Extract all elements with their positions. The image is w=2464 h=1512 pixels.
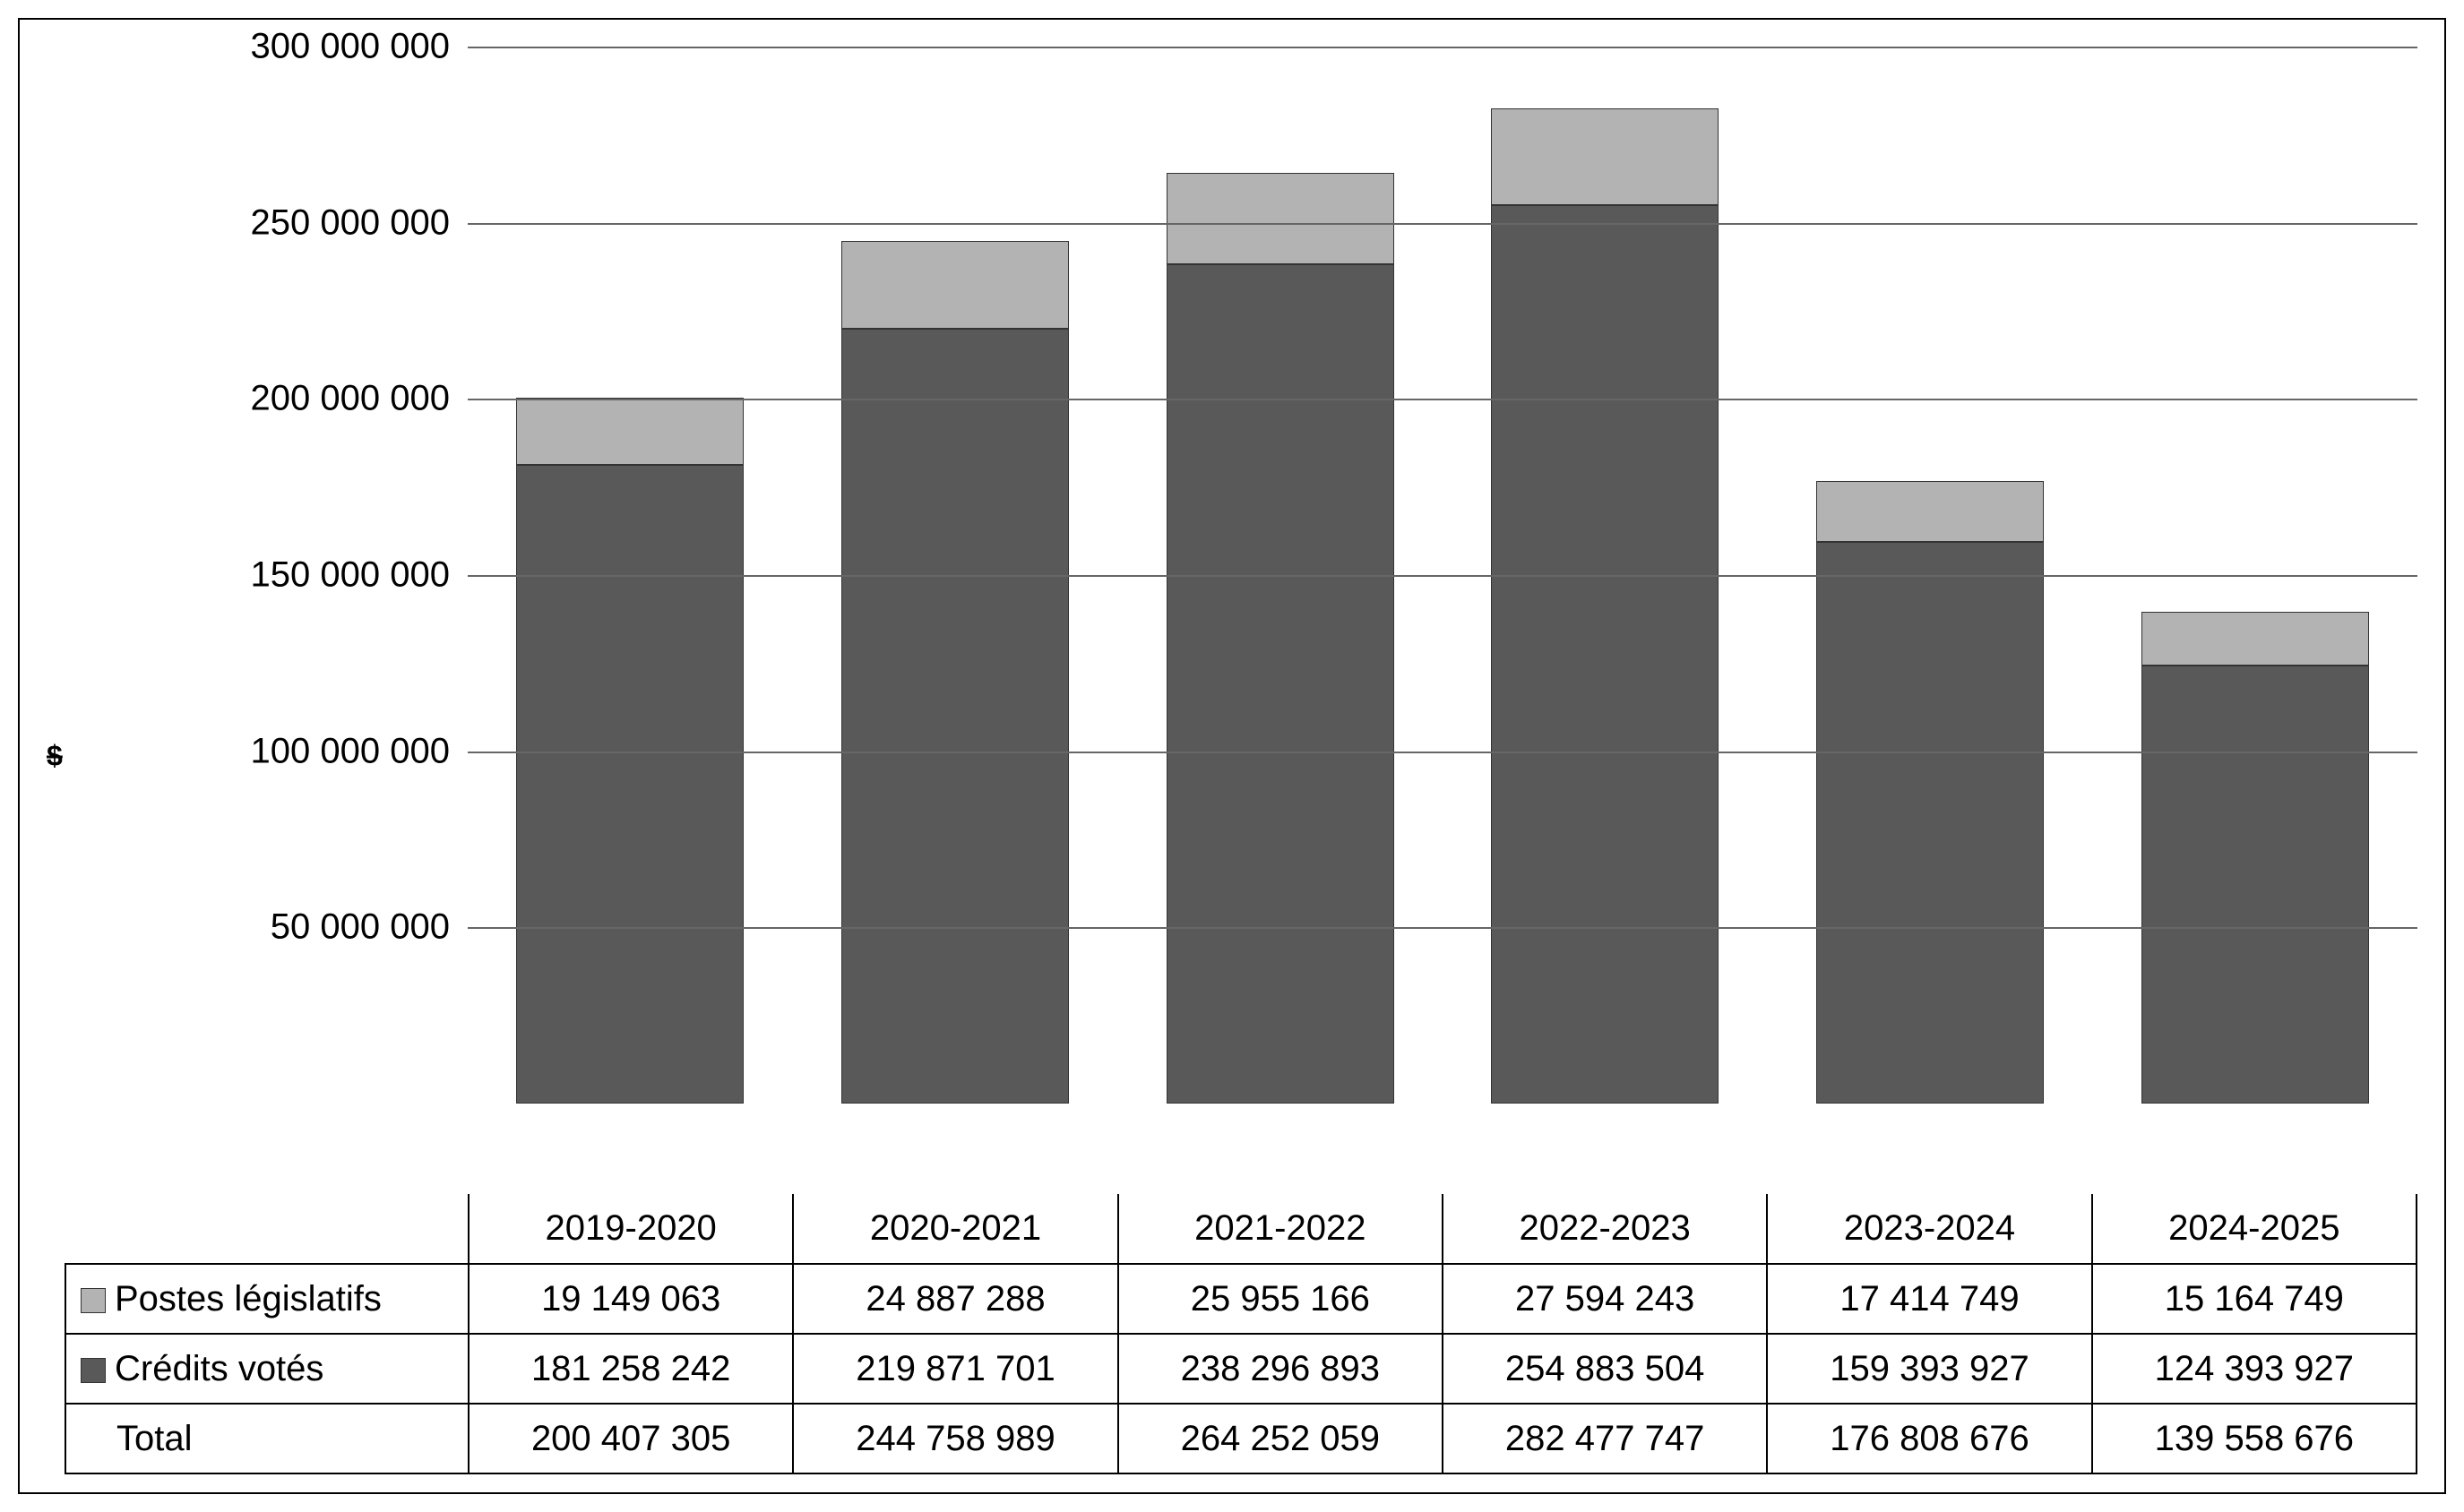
bar-segment-top [1816,481,2044,542]
y-tick-label: 100 000 000 [251,731,450,771]
bar-segment-bottom [1167,264,1394,1104]
bar-segment-bottom [1491,205,1719,1104]
table-cell: 219 871 701 [793,1334,1117,1404]
bar-segment-top [841,241,1069,329]
table-cell: 254 883 504 [1443,1334,1767,1404]
table-header-cell: 2020-2021 [793,1194,1117,1264]
gridline [468,927,2417,929]
table-cell: 176 808 676 [1767,1404,2091,1473]
gridline [468,223,2417,225]
table-cell: 159 393 927 [1767,1334,2091,1404]
bar [1816,481,2044,1104]
table-row: Postes législatifs 19 149 06324 887 28825… [65,1264,2417,1334]
table-cell: 139 558 676 [2092,1404,2417,1473]
table-cell: 124 393 927 [2092,1334,2417,1404]
y-tick-label: 200 000 000 [251,379,450,419]
table-cell: 17 414 749 [1767,1264,2091,1334]
bar-segment-bottom [2141,666,2369,1104]
table-cell: 181 258 242 [469,1334,793,1404]
bar-segment-top [516,398,744,465]
y-tick-label: 250 000 000 [251,202,450,243]
gridline [468,47,2417,48]
series-name: Crédits votés [115,1349,323,1388]
bar [1167,173,1394,1104]
bar-segment-top [1167,173,1394,264]
table-row: Crédits votés 181 258 242219 871 701238 2… [65,1334,2417,1404]
table-cell: 25 955 166 [1118,1264,1443,1334]
bar [1491,108,1719,1104]
table-header-cell: 2019-2020 [469,1194,793,1264]
gridline [468,752,2417,753]
table-row-label: Postes législatifs [65,1264,469,1334]
table-cell: 282 477 747 [1443,1404,1767,1473]
table-header-cell: 2022-2023 [1443,1194,1767,1264]
bar [2141,612,2369,1104]
table-header-spacer [65,1194,469,1264]
table-cell: 15 164 749 [2092,1264,2417,1334]
chart-container: $ 50 000 000100 000 000150 000 000200 00… [18,18,2446,1494]
bar [841,241,1069,1104]
legend-marker [81,1358,106,1383]
gridline [468,575,2417,577]
legend-marker [81,1288,106,1313]
bar-segment-bottom [516,465,744,1104]
bar-segment-top [1491,108,1719,206]
table-row-total: Total200 407 305244 758 989264 252 05928… [65,1404,2417,1473]
y-tick-label: 50 000 000 [271,907,450,948]
y-tick-label: 150 000 000 [251,555,450,596]
plot-region: 50 000 000100 000 000150 000 000200 000 … [468,47,2417,1104]
table-cell: 244 758 989 [793,1404,1117,1473]
table-cell: 27 594 243 [1443,1264,1767,1334]
table-header-row: 2019-20202020-20212021-20222022-20232023… [65,1194,2417,1264]
y-axis-label: $ [47,740,63,773]
bar-segment-top [2141,612,2369,666]
table-header-cell: 2023-2024 [1767,1194,2091,1264]
series-name: Postes législatifs [115,1279,382,1319]
y-tick-label: 300 000 000 [251,27,450,67]
table-header-cell: 2024-2025 [2092,1194,2417,1264]
data-table: 2019-20202020-20212021-20222022-20232023… [65,1194,2417,1474]
table-row-label: Total [65,1404,469,1473]
table-header-cell: 2021-2022 [1118,1194,1443,1264]
bar-segment-bottom [1816,542,2044,1104]
table-cell: 238 296 893 [1118,1334,1443,1404]
gridline [468,399,2417,400]
bar-segment-bottom [841,329,1069,1104]
table-cell: 24 887 288 [793,1264,1117,1334]
table-row-label: Crédits votés [65,1334,469,1404]
table-cell: 19 149 063 [469,1264,793,1334]
table-cell: 200 407 305 [469,1404,793,1473]
table-cell: 264 252 059 [1118,1404,1443,1473]
